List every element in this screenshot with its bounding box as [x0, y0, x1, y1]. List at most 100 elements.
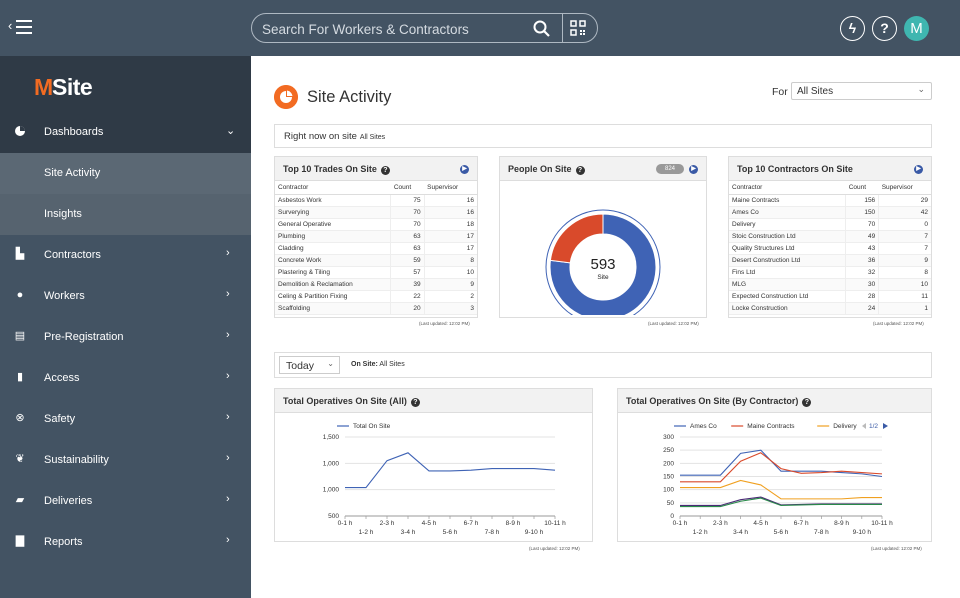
table-row: Maine Contracts 156 29 — [729, 194, 931, 207]
right-now-bar: Right now on site All Sites — [274, 124, 932, 148]
y-tick-label: 200 — [663, 460, 674, 467]
search-icon[interactable] — [532, 19, 552, 39]
logo[interactable]: M Site — [0, 56, 251, 112]
people-title: People On Site — [508, 164, 572, 174]
cell-count: 36 — [845, 254, 879, 267]
table-row: Demolition & Reclamation 39 9 — [275, 278, 477, 291]
document-icon: ▇ — [15, 535, 25, 547]
operatives-by-contractor-card: Total Operatives On Site (By Contractor)… — [617, 388, 932, 542]
x-tick-label: 2-3 h — [380, 520, 395, 527]
period-filter-bar: Today ⌄ On Site: All Sites — [274, 352, 932, 378]
cell-supervisor: 7 — [878, 230, 931, 243]
cell-name: Stoic Construction Ltd — [729, 230, 846, 243]
last-updated: (Last updated: 12:02 PM) — [871, 546, 922, 551]
help-button[interactable]: ? — [872, 16, 897, 41]
period-select[interactable]: Today ⌄ — [279, 356, 340, 374]
table-row: Stoic Construction Ltd 49 7 — [729, 230, 931, 243]
lightning-icon[interactable]: ϟ — [840, 16, 865, 41]
cell-supervisor: 2 — [423, 290, 477, 303]
cell-supervisor: 8 — [878, 266, 931, 279]
collapse-menu-button[interactable]: ‹ — [8, 14, 36, 40]
cell-name: Quality Structures Ltd — [729, 242, 846, 255]
donut-total-label: Site — [597, 274, 609, 281]
arrow-right-icon[interactable]: ▶ — [689, 165, 698, 174]
sidebar-item-site-activity[interactable]: Site Activity — [0, 153, 251, 194]
chevron-right-icon: › — [226, 247, 230, 259]
help-icon[interactable]: ? — [575, 166, 585, 175]
sidebar-item-sustainability[interactable]: ❦ Sustainability › — [0, 440, 251, 481]
chevron-down-icon: ⌄ — [226, 125, 236, 137]
cell-supervisor: 9 — [878, 254, 931, 267]
x-tick-label: 4-5 h — [753, 520, 768, 527]
cell-name: Fins Ltd — [729, 266, 846, 279]
on-site-label: On Site: — [351, 361, 378, 368]
avatar[interactable]: M — [904, 16, 929, 41]
people-card: People On Site? 824 ▶ 593 Site — [499, 156, 707, 325]
sidebar-item-label: Reports — [44, 536, 83, 548]
cell-name: General Operative — [275, 218, 391, 231]
truck-icon: ▰ — [15, 494, 25, 506]
cell-count: 57 — [390, 266, 425, 279]
cell-count: 63 — [390, 230, 425, 243]
for-label: For — [772, 86, 788, 98]
y-tick-label: 150 — [663, 474, 674, 481]
table-row: Plastering & Tiling 57 10 — [275, 266, 477, 279]
table-row: Surverying 70 16 — [275, 206, 477, 219]
legend-label: Ames Co — [690, 423, 717, 430]
sidebar-item-label: Pre-Registration — [44, 331, 124, 343]
x-tick-label: 10-11 h — [544, 520, 566, 527]
arrow-right-icon[interactable]: ▶ — [460, 165, 469, 174]
search-input[interactable] — [262, 19, 522, 39]
arrow-right-icon[interactable]: ▶ — [914, 165, 923, 174]
series-line — [680, 479, 882, 500]
column-header: Count — [390, 181, 425, 195]
cell-count: 28 — [845, 290, 879, 303]
help-icon[interactable]: ? — [802, 398, 812, 407]
sidebar-item-contractors[interactable]: ▙ Contractors › — [0, 235, 251, 276]
series-line — [345, 452, 556, 489]
sidebar-item-access[interactable]: ▮ Access › — [0, 358, 251, 399]
table-row: Scaffolding 20 3 — [275, 302, 477, 315]
top-bar: ‹ ϟ ? M — [0, 0, 960, 56]
qr-code-icon[interactable] — [570, 20, 586, 36]
cell-supervisor: 3 — [423, 302, 477, 315]
series-line — [680, 497, 882, 508]
sidebar-item-workers[interactable]: ● Workers › — [0, 276, 251, 317]
last-updated: (Last updated: 12:02 PM) — [648, 321, 699, 326]
table-row: MLG 30 10 — [729, 278, 931, 291]
sidebar-item-reports[interactable]: ▇ Reports › — [0, 522, 251, 563]
sidebar-item-deliveries[interactable]: ▰ Deliveries › — [0, 481, 251, 522]
table-row: Plumbing 63 17 — [275, 230, 477, 243]
cell-name: Maine Contracts — [729, 194, 846, 207]
sidebar-item-pre-registration[interactable]: ▤ Pre-Registration › — [0, 317, 251, 358]
x-tick-label: 7-8 h — [485, 529, 500, 536]
legend-pager[interactable]: 1/2 — [862, 423, 888, 430]
door-icon: ▮ — [16, 371, 24, 383]
x-tick-label: 10-11 h — [871, 520, 893, 527]
sidebar-item-label: Workers — [44, 290, 85, 302]
total-operatives-header: Total Operatives On Site (All)? — [275, 389, 592, 413]
cell-name: Celing & Partition Fixing — [275, 290, 391, 303]
pie-icon — [274, 85, 298, 109]
sidebar: M Site Dashboards ⌄ Site Activity Insigh… — [0, 56, 251, 598]
x-tick-label: 2-3 h — [713, 520, 728, 527]
help-icon[interactable]: ? — [410, 398, 420, 407]
search-divider — [562, 14, 563, 42]
cell-count: 22 — [390, 290, 425, 303]
cell-name: Asbestos Work — [275, 194, 391, 207]
sidebar-item-label: Contractors — [44, 249, 101, 261]
right-now-scope: All Sites — [359, 134, 386, 141]
cell-name: Plastering & Tiling — [275, 266, 391, 279]
cell-supervisor: 8 — [423, 254, 477, 267]
building-icon: ▙ — [15, 248, 25, 260]
y-tick-label: 1,000 — [323, 487, 340, 494]
y-tick-label: 250 — [663, 447, 674, 454]
help-icon[interactable]: ? — [380, 166, 390, 175]
sidebar-item-dashboards[interactable]: Dashboards ⌄ — [0, 112, 251, 153]
chevron-right-icon — [883, 423, 888, 429]
site-select[interactable]: All Sites ⌄ — [791, 82, 932, 100]
x-tick-label: 1-2 h — [693, 529, 708, 536]
sidebar-item-insights[interactable]: Insights — [0, 194, 251, 235]
cell-supervisor: 17 — [423, 230, 477, 243]
sidebar-item-safety[interactable]: ⊗ Safety › — [0, 399, 251, 440]
